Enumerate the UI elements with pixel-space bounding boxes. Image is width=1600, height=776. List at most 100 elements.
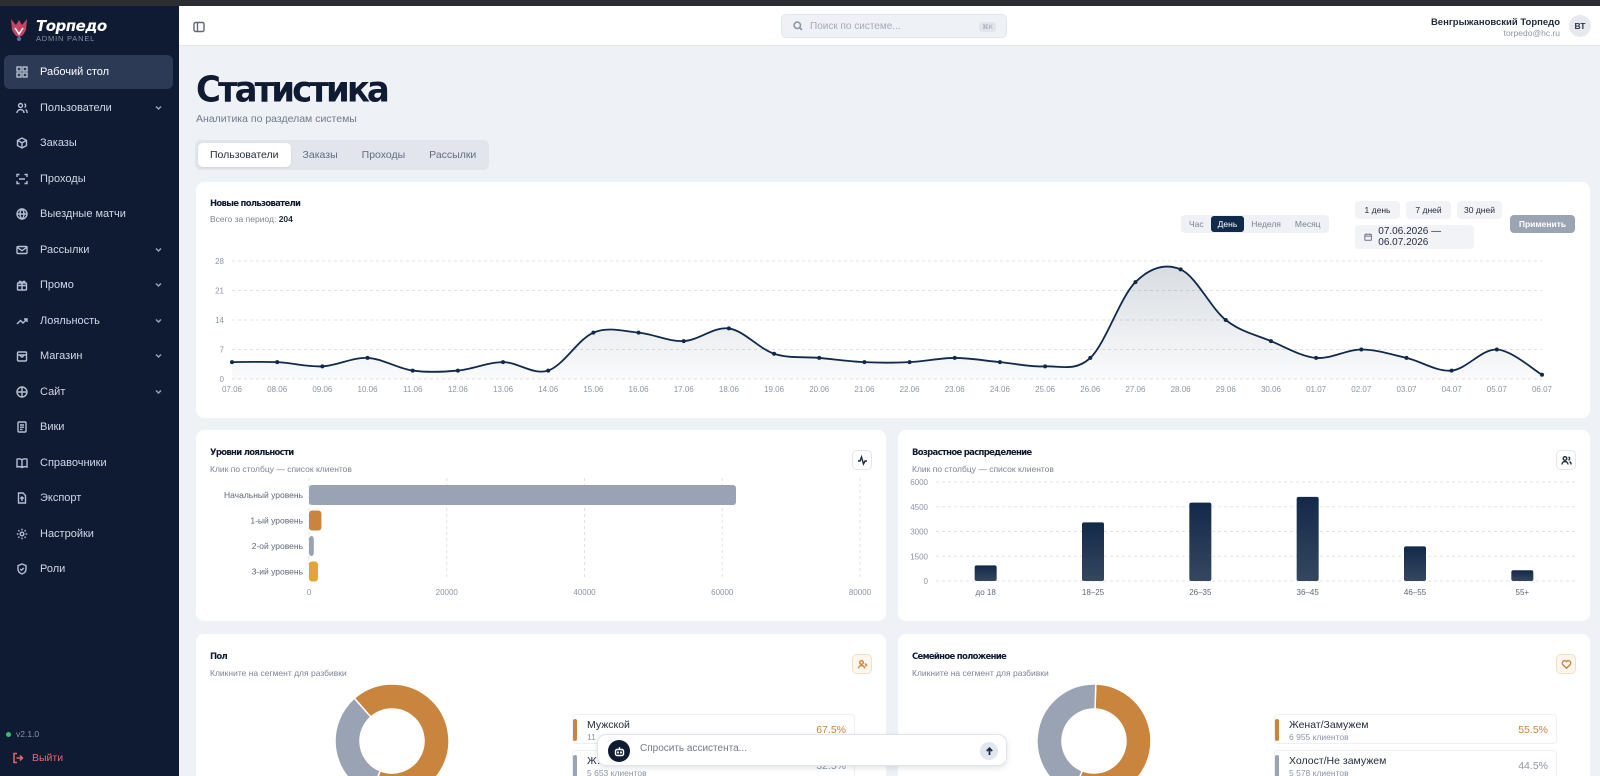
search-shortcut: ⌘K [979,22,996,32]
data-point [410,368,415,373]
assistant-bot-button[interactable] [608,740,630,762]
data-point [365,355,370,360]
sidebar-item-shield[interactable]: Роли [4,552,173,586]
logo[interactable]: Торпедо ADMIN PANEL [8,14,107,48]
legend-percent: 44.5% [1518,760,1548,772]
data-point [907,360,912,365]
gift-icon [16,279,28,291]
users-icon [1560,455,1572,465]
x-tick-label: 21.06 [854,385,875,394]
data-point [997,360,1002,365]
logout-button[interactable]: Выйти [12,752,63,764]
data-point [817,355,822,360]
legend-label: Мужской [587,719,630,731]
tab-3[interactable]: Рассылки [429,149,477,161]
tab-2[interactable]: Проходы [361,149,406,161]
sidebar-item-mail[interactable]: Рассылки [4,233,173,267]
sidebar-item-export[interactable]: Экспорт [4,481,173,515]
sidebar-item-label: Пользователи [40,101,112,114]
sidebar-item-store[interactable]: Магазин [4,339,173,373]
family-heart-button[interactable] [1556,654,1576,674]
sidebar-toggle-button[interactable] [193,20,205,33]
sidebar-item-gift[interactable]: Промо [4,268,173,302]
sidebar-item-globe[interactable]: Выездные матчи [4,197,173,231]
sidebar-item-scan[interactable]: Проходы [4,162,173,196]
torpedo-logo-icon [11,19,27,41]
loyalty-activity-button[interactable] [852,450,872,470]
gender-donut-chart[interactable] [196,634,556,776]
family-legend-item-married[interactable]: Женат/Замужем 6 955 клиентов 55.5% [1274,714,1557,744]
x-tick-label: 28.06 [1171,385,1192,394]
age-users-button[interactable] [1556,450,1576,470]
new-users-line-chart[interactable]: 0 7 14 21 28 07.06 08.06 09.06 10.06 11.06 12.06 13… [196,252,1590,402]
period-option-3[interactable]: Месяц [1294,219,1321,229]
x-tick-label: 27.06 [1125,385,1146,394]
assistant-send-button[interactable] [980,742,998,760]
age-bar-chart[interactable]: 0 1500 3000 4500 6000 до 18 18–25 26–35 36–45 46–… [898,475,1590,621]
sidebar-item-label: Сайт [40,385,66,398]
data-point [1449,368,1454,373]
sidebar-item-trend[interactable]: Лояльность [4,304,173,338]
sidebar-item-users[interactable]: Пользователи [4,91,173,125]
x-tick-label: 02.07 [1351,385,1372,394]
y-tick-label: 1500 [910,552,928,561]
family-donut-chart[interactable] [898,634,1258,776]
sidebar-item-web[interactable]: Сайт [4,375,173,409]
loyalty-bar-chart[interactable]: 0 20000 40000 60000 80000 Начальный уровень 1-… [196,475,886,621]
quick-range-7-days[interactable]: 7 дней [1406,201,1451,219]
period-option-2[interactable]: Неделя [1251,219,1281,229]
family-legend-item-single[interactable]: Холост/Не замужем 5 578 клиентов 44.5% [1274,750,1557,776]
avatar[interactable]: ВТ [1569,15,1591,37]
period-option-0[interactable]: Час [1189,219,1204,229]
sidebar-item-dashboard[interactable]: Рабочий стол [4,55,173,89]
user-gender-icon [857,659,867,669]
y-category-label: 1-ый уровень [250,516,303,526]
quick-range-30-days[interactable]: 30 дней [1457,201,1502,219]
shield-icon [16,563,28,575]
x-category-label: 55+ [1516,588,1530,597]
logo-subtitle: ADMIN PANEL [36,33,96,43]
tab-1[interactable]: Заказы [302,149,338,161]
box-icon [16,137,28,149]
y-tick-label: 14 [215,316,224,325]
assistant-input[interactable] [640,743,960,754]
x-tick-label: 19.06 [764,385,785,394]
data-point [772,351,777,356]
legend-percent: 67.5% [816,724,846,736]
apply-button[interactable]: Применить [1510,215,1575,233]
user-info[interactable]: Венгрыжановский Торпедо torpedo@hc.ru [1431,17,1560,38]
x-tick-label: 24.06 [990,385,1011,394]
chevron-down-icon [154,351,163,360]
sidebar-item-wiki[interactable]: Вики [4,410,173,444]
search-input[interactable] [810,20,980,32]
y-tick-label: 21 [215,287,224,296]
family-subtitle: Кликните на сегмент для разбивки [912,668,1049,678]
globe-icon [16,208,28,220]
age-subtitle: Клик по столбцу — список клиентов [912,464,1054,474]
gender-users-button[interactable] [852,654,872,674]
logo-title: Торпедо [36,16,107,35]
data-point [1404,355,1409,360]
x-tick-label: 14.06 [538,385,559,394]
data-point [1043,364,1048,369]
sidebar-item-label: Проходы [40,172,86,185]
sidebar-item-gear[interactable]: Настройки [4,517,173,551]
bar [309,485,737,505]
donut-slice [1036,683,1097,776]
tab-0[interactable]: Пользователи [198,143,291,167]
period-option-1[interactable]: День [1210,216,1245,232]
search-box[interactable]: ⌘K [781,14,1007,38]
version-label: v2.1.0 [6,729,39,739]
legend-label: Женат/Замужем [1289,719,1369,731]
x-tick-label: 11.06 [403,385,423,394]
quick-range-1-day[interactable]: 1 день [1355,201,1400,219]
x-category-label: 26–35 [1189,588,1212,597]
bot-icon [614,746,624,756]
date-range-picker[interactable]: 07.06.2026 — 06.07.2026 [1355,225,1474,249]
age-card: Возрастное распределение Клик по столбцу… [898,430,1590,621]
sidebar-item-box[interactable]: Заказы [4,126,173,160]
bar [1511,570,1534,581]
legend-color-bar [1275,755,1279,776]
x-tick-label: 40000 [573,588,596,597]
sidebar-item-book[interactable]: Справочники [4,446,173,480]
